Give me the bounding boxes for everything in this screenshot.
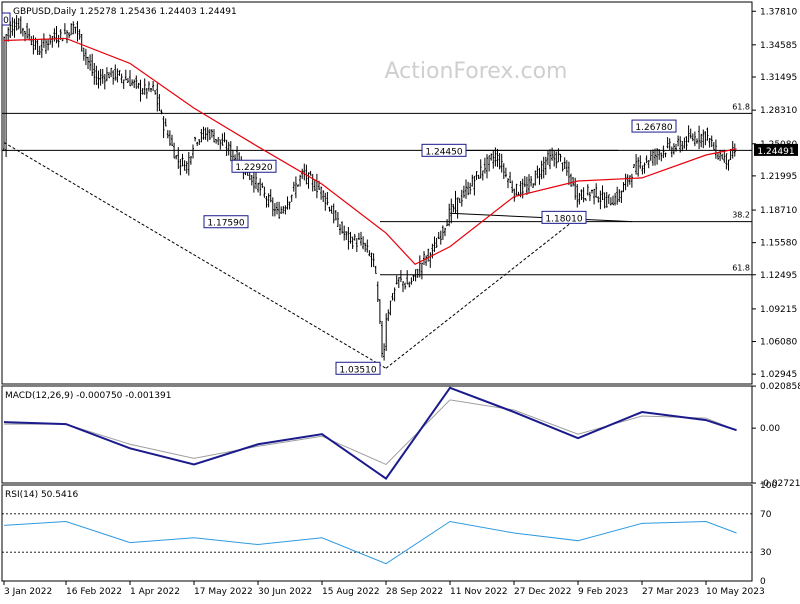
x-axis-label: 30 Jun 2022 [258, 587, 312, 597]
main-header: GBPUSD,Daily 1.25278 1.25436 1.24403 1.2… [13, 7, 237, 17]
macd-header: MACD(12,26,9) -0.000750 -0.001391 [5, 391, 171, 401]
current-price-label: 1.24491 [757, 147, 794, 157]
price-axis-label: 1.21995 [760, 172, 797, 182]
main-panel-frame [1, 1, 753, 385]
rsi-line [3, 520, 737, 565]
annotation-label: 1.26780 [635, 123, 672, 133]
x-axis-label: 1 Apr 2022 [130, 587, 180, 597]
annotation-box [203, 215, 249, 229]
annotation-label: 1.03510 [339, 365, 376, 375]
x-axis-label: 15 Aug 2022 [322, 587, 380, 597]
x-axis-label: 17 May 2022 [194, 587, 253, 597]
annotation-box [335, 361, 381, 375]
corner-label-box [1, 12, 11, 26]
price-axis-label: 1.18710 [760, 206, 797, 216]
price-axis-label: 1.37810 [760, 7, 797, 17]
rsi-header: RSI(14) 50.5416 [5, 490, 78, 500]
annotation-label: 1.17590 [207, 219, 244, 229]
rsi-axis-label: 30 [760, 548, 772, 558]
price-axis-label: 1.31495 [760, 73, 797, 83]
price-axis-label: 1.28310 [760, 106, 797, 116]
price-axis-label: 1.06080 [760, 338, 797, 348]
rsi-axis-label: 0 [760, 577, 766, 587]
x-axis-label: 28 Sep 2022 [386, 587, 443, 597]
rsi-axis-label: 70 [760, 510, 772, 520]
annotation-label: 1.24450 [425, 147, 462, 157]
fib-label: 61.8 [732, 264, 750, 273]
fib-label: 61.8 [732, 102, 750, 111]
x-axis-label: 10 May 2023 [706, 587, 765, 597]
trend-line [449, 212, 633, 223]
x-axis-label: 9 Feb 2023 [578, 587, 628, 597]
macd-axis-label: 0.00 [760, 424, 780, 434]
x-axis-label: 3 Jan 2022 [4, 587, 52, 597]
macd-signal-line [4, 399, 737, 466]
moving-average-line [3, 37, 737, 266]
fib-label: 38.2 [732, 211, 750, 220]
annotation-label: 1.18010 [545, 214, 582, 224]
macd-panel-frame [1, 385, 753, 484]
rsi-axis-label: 100 [760, 481, 777, 491]
annotation-box [541, 210, 587, 224]
current-price-box [754, 143, 798, 156]
price-axis-label: 1.09215 [760, 305, 797, 315]
price-axis-label: 1.15580 [760, 239, 797, 249]
trend-line [385, 216, 579, 369]
watermark: ActionForex.com [385, 59, 568, 84]
x-axis-label: 27 Dec 2022 [514, 587, 572, 597]
x-axis-label: 16 Feb 2022 [66, 587, 122, 597]
corner-label: 0 [3, 16, 9, 26]
price-axis-label: 1.12495 [760, 271, 797, 281]
x-axis-label: 11 Nov 2022 [450, 587, 508, 597]
price-axis-label: 1.02945 [760, 370, 797, 380]
macd-axis-label: 0.020858 [760, 382, 800, 392]
price-axis-label: 1.34585 [760, 41, 797, 51]
annotation-box [631, 119, 677, 133]
macd-line [3, 386, 737, 480]
annotation-label: 1.22920 [235, 163, 272, 173]
trend-line [3, 142, 387, 369]
macd-axis-label: -0.027213 [760, 479, 800, 489]
price-bars [3, 15, 736, 361]
annotation-box [421, 143, 467, 157]
rsi-panel-frame [1, 484, 753, 582]
annotation-box [231, 159, 277, 173]
x-axis-label: 27 Mar 2023 [642, 587, 699, 597]
